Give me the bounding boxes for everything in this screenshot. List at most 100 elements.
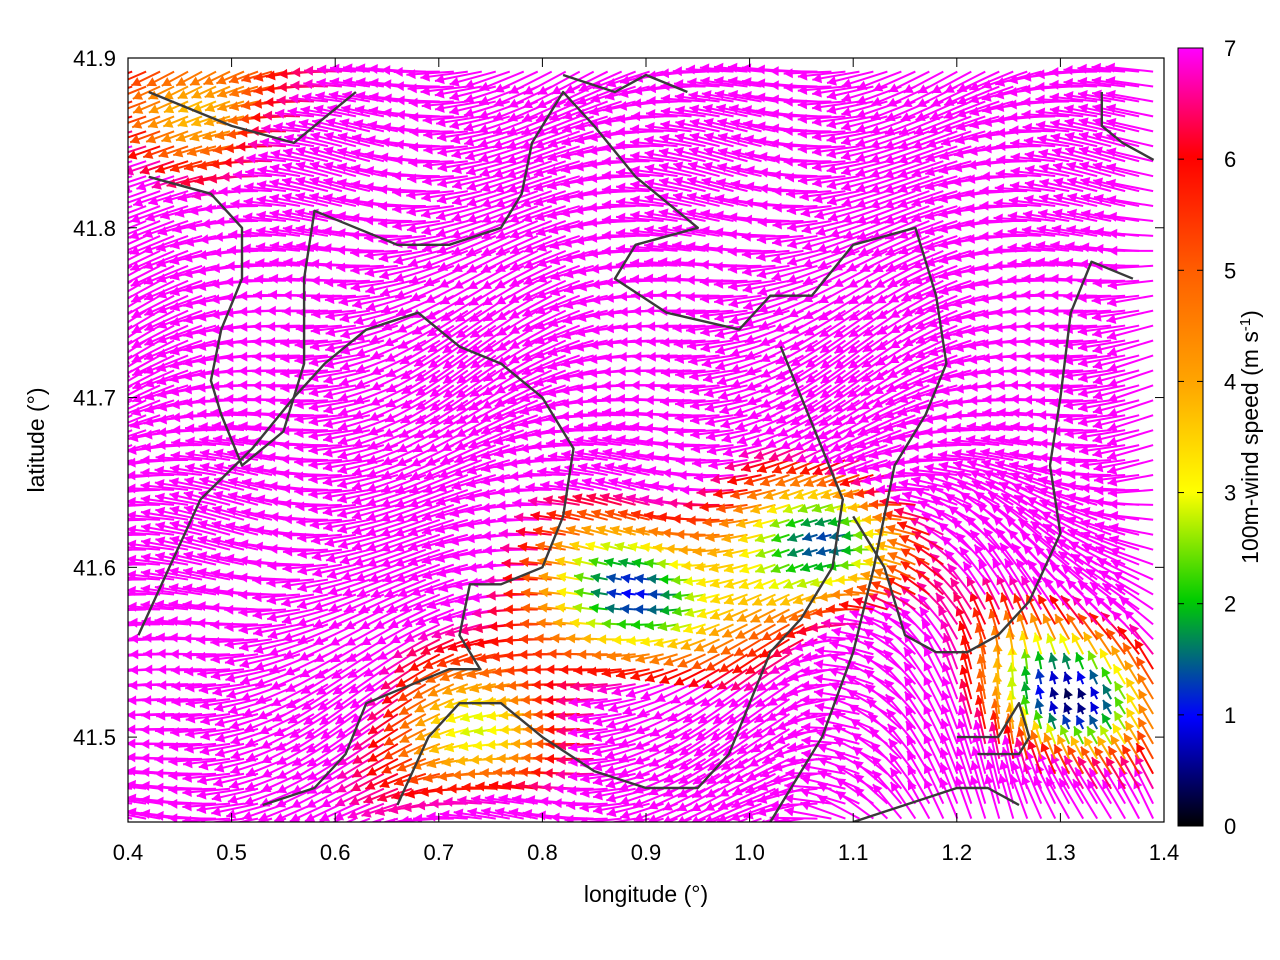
wind-arrow bbox=[587, 381, 636, 392]
wind-arrow bbox=[972, 719, 987, 760]
wind-arrow bbox=[667, 698, 707, 722]
wind-arrow bbox=[1086, 779, 1113, 820]
wind-arrow bbox=[128, 249, 133, 255]
wind-arrow bbox=[993, 307, 1042, 318]
wind-arrow bbox=[334, 787, 371, 807]
wind-arrow bbox=[484, 560, 524, 571]
wind-arrow bbox=[801, 531, 818, 542]
wind-arrow bbox=[1010, 760, 1029, 804]
wind-arrow bbox=[904, 690, 931, 730]
wind-arrow bbox=[867, 712, 903, 745]
wind-arrow bbox=[196, 802, 245, 814]
wind-arrow bbox=[800, 775, 846, 790]
wind-arrow bbox=[590, 588, 608, 599]
wind-arrow bbox=[955, 746, 973, 790]
wind-arrow bbox=[1053, 743, 1071, 775]
wind-arrow bbox=[383, 728, 413, 747]
wind-arrow bbox=[801, 722, 846, 733]
wind-arrow bbox=[731, 787, 776, 809]
wind-arrow bbox=[785, 768, 832, 779]
wind-arrow bbox=[691, 653, 721, 670]
wind-arrow bbox=[399, 713, 427, 730]
wind-arrow bbox=[128, 473, 133, 477]
wind-arrow bbox=[1107, 228, 1154, 239]
wind-arrow bbox=[579, 742, 622, 755]
wind-arrow bbox=[1101, 779, 1127, 820]
wind-arrow bbox=[727, 246, 776, 257]
wind-arrow bbox=[487, 605, 524, 616]
wind-arrow bbox=[1050, 753, 1071, 790]
wind-arrow bbox=[128, 85, 133, 90]
colorbar-label-main: 100m-wind speed (m s bbox=[1237, 331, 1263, 564]
wind-arrow bbox=[659, 668, 692, 684]
wind-arrow bbox=[1034, 698, 1045, 715]
wind-arrow bbox=[1043, 732, 1057, 760]
wind-arrow bbox=[993, 291, 1042, 302]
wind-arrow bbox=[200, 727, 245, 741]
wind-arrow bbox=[1109, 734, 1127, 760]
wind-arrow bbox=[128, 309, 133, 315]
wind-arrow bbox=[903, 676, 931, 715]
wind-arrow bbox=[1063, 702, 1073, 715]
wind-arrow bbox=[198, 757, 245, 771]
wind-arrow bbox=[959, 664, 973, 700]
wind-arrow bbox=[303, 698, 343, 726]
wind-arrow bbox=[321, 743, 357, 768]
wind-arrow bbox=[128, 783, 161, 790]
wind-arrow bbox=[677, 653, 706, 668]
wind-arrow bbox=[974, 623, 987, 655]
wind-arrow bbox=[748, 817, 762, 822]
wind-arrow bbox=[128, 593, 133, 596]
wind-arrow bbox=[453, 668, 483, 681]
wind-arrow bbox=[198, 683, 245, 695]
wind-arrow bbox=[1066, 745, 1085, 775]
wind-arrow bbox=[1136, 730, 1154, 760]
wind-arrow bbox=[414, 698, 441, 713]
wind-arrow bbox=[128, 623, 133, 626]
wind-arrow bbox=[787, 713, 832, 725]
wind-arrow bbox=[1137, 689, 1154, 715]
wind-arrow bbox=[128, 429, 133, 433]
wind-arrow bbox=[995, 127, 1042, 138]
wind-arrow bbox=[128, 503, 133, 507]
wind-arrow bbox=[128, 324, 133, 330]
wind-arrow bbox=[1125, 693, 1140, 715]
wind-arrow bbox=[224, 292, 273, 303]
wind-arrow bbox=[128, 771, 147, 775]
wind-arrow bbox=[1063, 755, 1085, 790]
x-tick-label: 0.7 bbox=[424, 840, 455, 865]
wind-arrow bbox=[954, 776, 973, 819]
wind-arrow bbox=[412, 683, 441, 700]
wind-arrow bbox=[1090, 686, 1100, 700]
wind-arrow bbox=[128, 339, 133, 345]
wind-arrow bbox=[128, 354, 133, 360]
wind-arrow bbox=[289, 713, 329, 739]
wind-arrow bbox=[671, 513, 706, 524]
colorbar-tick-label: 6 bbox=[1224, 147, 1236, 172]
wind-arrow bbox=[1088, 767, 1113, 805]
colorbar-label-sup: -1 bbox=[1237, 318, 1254, 331]
wind-arrow bbox=[886, 708, 917, 745]
wind-arrow bbox=[898, 534, 930, 551]
wind-arrow bbox=[1123, 732, 1140, 760]
wind-arrow bbox=[1083, 736, 1099, 760]
wind-arrow bbox=[1027, 739, 1043, 775]
wind-arrow bbox=[199, 698, 245, 710]
wind-arrow bbox=[280, 454, 328, 465]
wind-arrow bbox=[238, 572, 287, 583]
wind-arrow bbox=[276, 772, 315, 794]
wind-arrow bbox=[1075, 715, 1085, 730]
wind-arrow bbox=[366, 757, 399, 777]
x-tick-label: 1.3 bbox=[1045, 840, 1076, 865]
wind-arrow bbox=[816, 531, 832, 542]
wind-arrow bbox=[349, 787, 385, 806]
wind-arrow bbox=[445, 727, 469, 738]
wind-arrow bbox=[488, 621, 524, 632]
wind-arrow bbox=[479, 767, 510, 778]
wind-arrow bbox=[746, 757, 790, 781]
wind-arrow bbox=[451, 769, 482, 780]
wind-arrow bbox=[853, 773, 889, 805]
wind-arrow bbox=[1075, 651, 1085, 670]
wind-arrow bbox=[1021, 666, 1031, 685]
